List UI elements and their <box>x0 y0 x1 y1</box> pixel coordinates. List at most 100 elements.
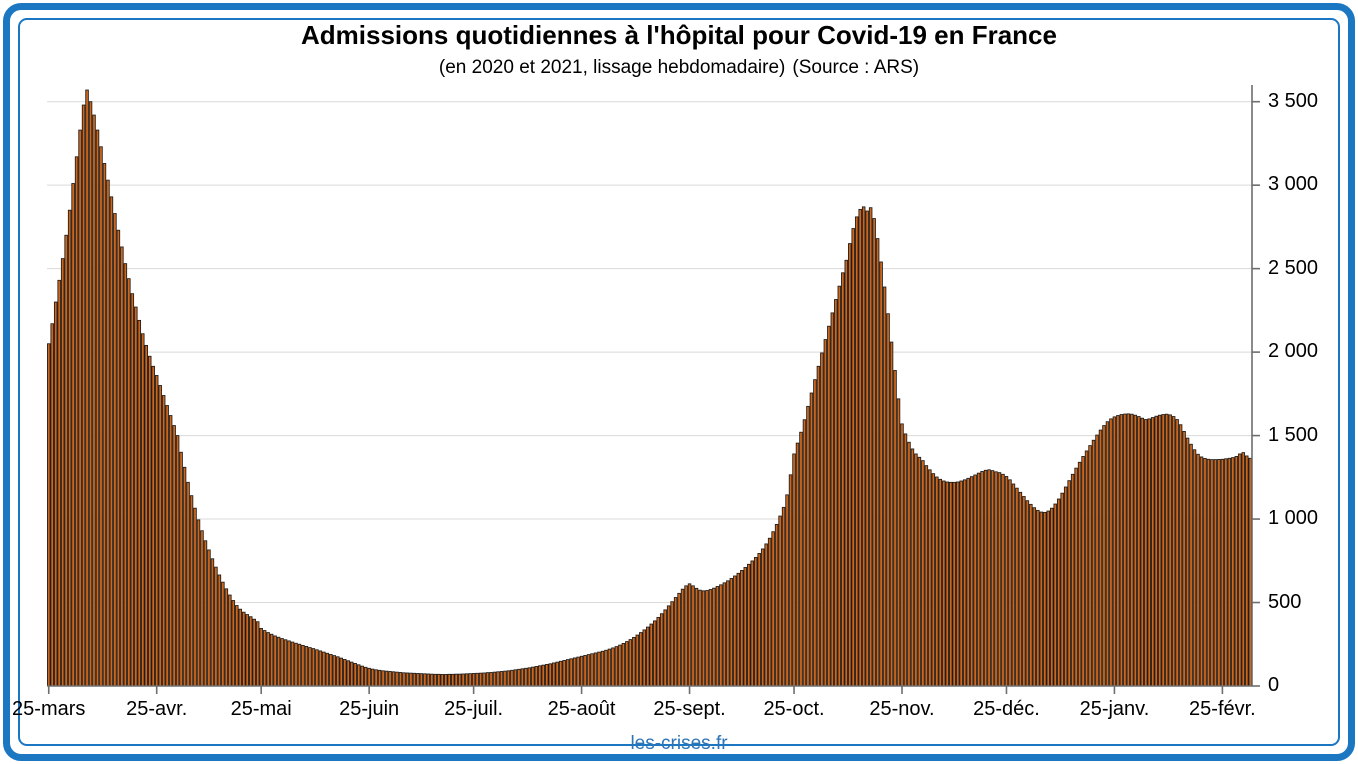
bar <box>607 648 612 687</box>
bar <box>576 656 580 687</box>
bar <box>1126 413 1131 687</box>
bar <box>586 654 591 687</box>
bar <box>1137 416 1141 687</box>
bar <box>489 672 493 687</box>
bar <box>652 620 657 687</box>
bar <box>503 670 507 687</box>
x-tick-label: 25-oct. <box>763 698 825 720</box>
bar <box>175 435 180 687</box>
bar <box>461 673 465 687</box>
bar <box>1185 437 1190 687</box>
bar <box>1063 486 1068 687</box>
bar <box>217 574 222 687</box>
bar <box>579 655 584 687</box>
bar <box>914 453 918 687</box>
bar <box>966 477 970 687</box>
bar <box>1144 419 1148 687</box>
bar <box>332 655 337 687</box>
bar <box>405 672 410 687</box>
bar <box>57 279 61 687</box>
bar <box>1029 503 1033 687</box>
bar <box>931 473 936 687</box>
bar <box>858 208 862 687</box>
bar <box>395 671 399 687</box>
bar <box>398 672 403 687</box>
bar <box>764 543 768 687</box>
y-tick-label: 1 000 <box>1268 507 1319 530</box>
bar <box>827 325 831 687</box>
bar <box>520 668 525 687</box>
bar <box>583 655 587 687</box>
bar <box>308 647 312 687</box>
bar <box>806 405 810 687</box>
bar <box>1154 415 1158 687</box>
bar <box>781 506 786 687</box>
y-tick-label: 3 000 <box>1268 173 1319 196</box>
x-tick-label: 25-juil. <box>444 698 504 720</box>
y-tick-label: 0 <box>1268 674 1280 696</box>
bar <box>1077 461 1082 687</box>
bar <box>1189 443 1193 687</box>
bar <box>165 405 169 687</box>
bar <box>900 423 904 687</box>
bar <box>771 531 775 687</box>
bar <box>144 345 148 687</box>
bar <box>1130 413 1134 687</box>
bar <box>412 672 417 687</box>
bar <box>1241 452 1246 687</box>
bar <box>980 471 984 687</box>
bar <box>440 674 445 687</box>
bar <box>423 673 427 687</box>
bar <box>1161 414 1165 687</box>
bar <box>221 581 225 687</box>
bar <box>402 672 406 687</box>
y-tick-label: 3 500 <box>1268 89 1319 112</box>
x-tick-label: 25-nov. <box>869 698 935 720</box>
bar <box>336 656 340 687</box>
bar <box>384 670 389 687</box>
bar <box>127 278 131 687</box>
bar <box>691 585 695 687</box>
bar <box>266 632 270 687</box>
bar <box>1210 459 1214 687</box>
bar <box>701 590 706 687</box>
bar <box>262 630 267 687</box>
bar <box>593 652 598 687</box>
bar <box>259 627 263 687</box>
bar <box>649 623 653 687</box>
bar <box>426 673 431 687</box>
bar <box>841 272 845 687</box>
bar <box>1245 455 1249 687</box>
bar <box>81 104 86 687</box>
bar <box>698 589 702 687</box>
bar <box>886 313 890 687</box>
bar <box>186 481 190 687</box>
bar <box>677 592 681 687</box>
bar <box>572 657 577 687</box>
bar <box>235 605 239 687</box>
bar <box>1112 416 1117 687</box>
bar <box>252 618 256 687</box>
bar <box>381 670 385 687</box>
bar <box>921 460 925 687</box>
bar <box>712 587 716 687</box>
bar <box>1234 456 1239 687</box>
bar <box>1227 457 1232 687</box>
bar <box>1102 425 1106 687</box>
bar <box>496 671 500 687</box>
bar <box>962 479 967 687</box>
bar <box>123 263 128 687</box>
bar <box>673 597 678 687</box>
bar <box>154 375 159 687</box>
bar <box>450 673 455 687</box>
bar <box>471 673 476 687</box>
bar <box>130 293 135 687</box>
bar <box>837 285 842 687</box>
bar <box>269 633 274 687</box>
bar <box>67 209 72 687</box>
bar <box>47 343 51 687</box>
bar <box>625 641 629 687</box>
bar <box>990 470 995 687</box>
bar <box>928 469 932 687</box>
bar <box>538 665 542 687</box>
